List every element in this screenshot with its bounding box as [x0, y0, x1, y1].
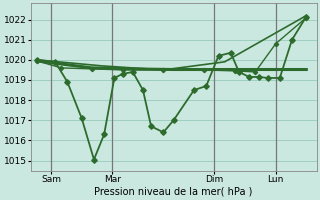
- X-axis label: Pression niveau de la mer( hPa ): Pression niveau de la mer( hPa ): [94, 187, 253, 197]
